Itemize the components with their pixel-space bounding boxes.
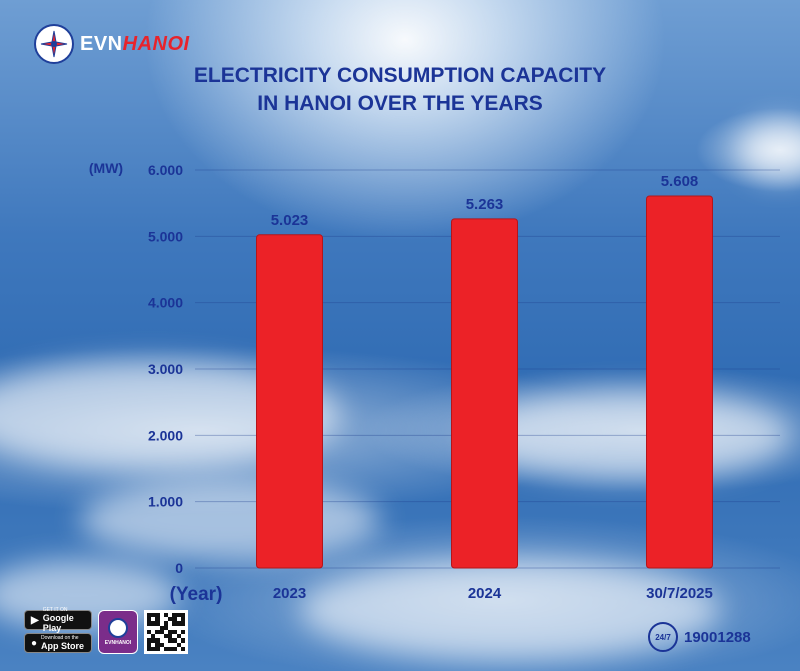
bar (646, 195, 713, 569)
hotline-badge: 24/7 (655, 632, 671, 642)
qr-cell (163, 621, 169, 626)
brand-name-part1: EVN (80, 32, 123, 55)
qr-cell (155, 621, 160, 626)
app-download-area: ▶ GET IT ON Google Play ● Download on the… (24, 607, 188, 656)
hotline-number: 19001288 (684, 628, 751, 646)
y-tick-label: 2.000 (148, 427, 183, 443)
brand-wordmark: EVNHANOI (80, 33, 190, 56)
app-logo-icon (108, 618, 128, 638)
qr-cell (172, 621, 177, 626)
qr-cell (155, 642, 160, 647)
qr-cell (180, 629, 185, 635)
x-tick-label: 2024 (468, 585, 502, 602)
qr-cell (163, 634, 169, 639)
qr-cell (176, 621, 181, 626)
qr-cell (147, 613, 152, 618)
qr-cell (168, 629, 173, 635)
evn-star-icon (34, 24, 74, 64)
chart-title-line1: ELECTRICITY CONSUMPTION CAPACITY (193, 64, 607, 87)
y-tick-label: 1.000 (148, 494, 183, 510)
data-label: 5.263 (466, 196, 504, 213)
qr-cell (155, 646, 160, 651)
y-tick-label: 6.000 (148, 162, 183, 178)
google-play-badge[interactable]: ▶ GET IT ON Google Play (24, 607, 92, 633)
qr-code-icon (144, 610, 188, 654)
y-tick-label: 0 (175, 560, 183, 576)
qr-cell (155, 629, 160, 635)
google-play-small-text: GET IT ON (42, 607, 68, 613)
qr-cell (168, 617, 173, 622)
qr-cell (151, 621, 156, 626)
qr-cell (180, 617, 185, 622)
app-store-badge[interactable]: ● Download on the App Store (24, 633, 92, 653)
qr-cell (180, 638, 185, 643)
qr-cell (147, 646, 152, 651)
qr-cell (151, 638, 156, 643)
x-axis-label: (Year) (170, 584, 223, 605)
y-tick-label: 3.000 (148, 361, 183, 377)
qr-cell (172, 646, 177, 651)
qr-cell (172, 638, 177, 643)
bar (256, 234, 323, 569)
qr-cell (163, 613, 169, 618)
evnhanoi-app-icon[interactable]: EVNHANOI (98, 610, 138, 654)
qr-cell (172, 613, 177, 618)
qr-cell (163, 625, 169, 630)
data-label: 5.608 (661, 173, 699, 190)
hotline[interactable]: 24/7 19001288 (648, 622, 751, 652)
qr-cell (163, 646, 169, 651)
qr-cell (180, 613, 185, 618)
qr-cell (172, 629, 177, 635)
y-tick-label: 4.000 (148, 295, 183, 311)
play-icon: ▶ (31, 614, 39, 626)
chart-title-line2: IN HANOI OVER THE YEARS (257, 92, 543, 115)
qr-cell (176, 613, 181, 618)
qr-cell (147, 642, 152, 647)
qr-cell (155, 613, 160, 618)
qr-cell (168, 634, 173, 639)
phone-24-7-icon: 24/7 (648, 622, 678, 652)
qr-cell (172, 617, 177, 622)
qr-cell (147, 621, 152, 626)
qr-cell (147, 629, 152, 635)
qr-cell (159, 642, 164, 647)
qr-cell (147, 617, 152, 622)
qr-cell (168, 638, 173, 643)
brand-logo: EVNHANOI (34, 24, 190, 64)
app-store-small-text: Download on the (41, 635, 79, 641)
qr-cell (159, 625, 164, 630)
qr-cell (151, 613, 156, 618)
y-axis-label: (MW) (89, 160, 123, 176)
qr-cell (151, 646, 156, 651)
apple-icon: ● (31, 637, 38, 649)
qr-cell (147, 638, 152, 643)
qr-cell (176, 642, 181, 647)
google-play-text: Google Play (42, 613, 74, 633)
x-tick-label: 2023 (273, 585, 306, 602)
chart-title: ELECTRICITY CONSUMPTION CAPACITY IN HANO… (0, 62, 800, 118)
qr-cell (151, 634, 156, 639)
x-tick-label: 30/7/2025 (646, 585, 713, 602)
qr-cell (168, 646, 173, 651)
qr-cell (155, 617, 160, 622)
qr-cell (155, 638, 160, 643)
qr-cell (180, 646, 185, 651)
qr-cell (159, 629, 164, 635)
brand-name-part2: HANOI (122, 32, 190, 55)
y-tick-label: 5.000 (148, 228, 183, 244)
qr-cell (180, 621, 185, 626)
qr-cell (176, 634, 181, 639)
data-label: 5.023 (271, 212, 309, 229)
bar (451, 218, 518, 569)
app-store-text: App Store (41, 641, 85, 651)
app-icon-label: EVNHANOI (104, 640, 132, 646)
